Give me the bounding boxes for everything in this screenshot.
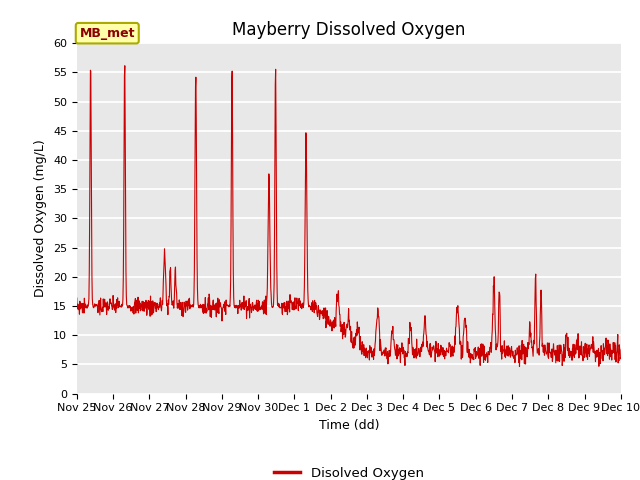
Text: MB_met: MB_met <box>79 27 135 40</box>
Legend: Disolved Oxygen: Disolved Oxygen <box>269 462 429 480</box>
X-axis label: Time (dd): Time (dd) <box>319 419 379 432</box>
Y-axis label: Dissolved Oxygen (mg/L): Dissolved Oxygen (mg/L) <box>35 140 47 297</box>
Title: Mayberry Dissolved Oxygen: Mayberry Dissolved Oxygen <box>232 21 465 39</box>
